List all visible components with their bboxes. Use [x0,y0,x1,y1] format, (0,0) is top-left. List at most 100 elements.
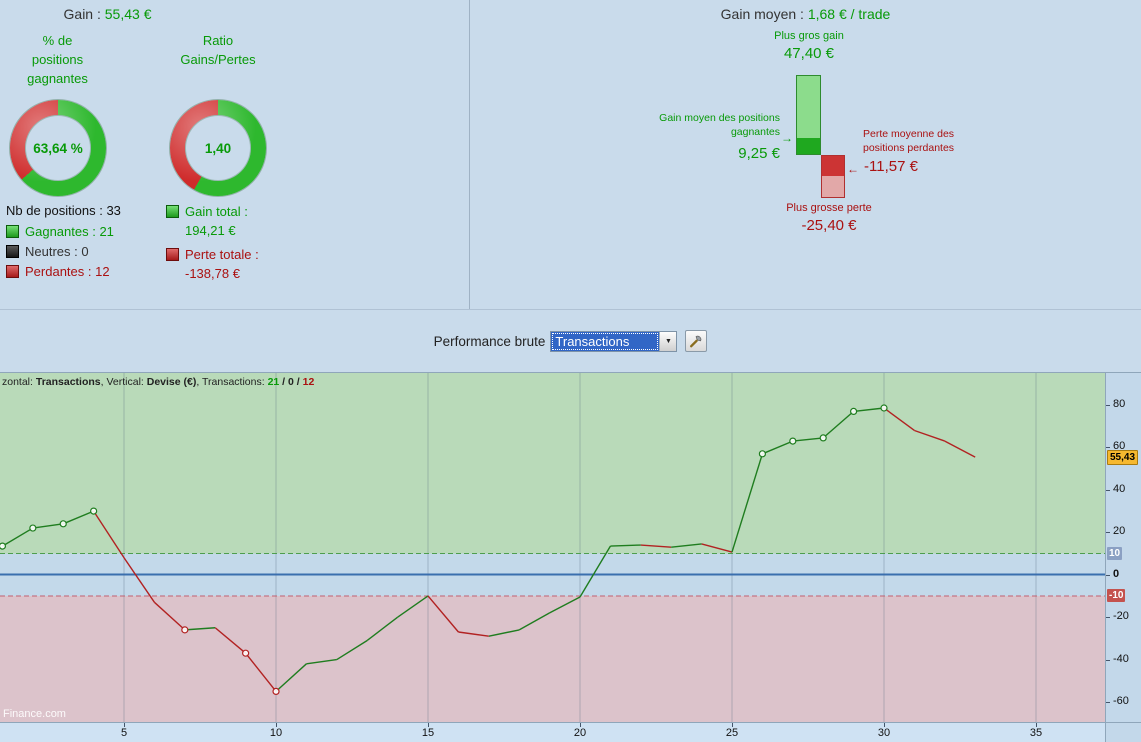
performance-chart-plot[interactable]: zontal: Transactions, Vertical: Devise (… [0,373,1105,722]
y-axis-label: -40 [1113,652,1129,665]
loss-color-swatch-icon [6,264,19,278]
equity-curve-segment [153,601,186,631]
ratio-donut-caption: Ratio Gains/Pertes [180,33,256,67]
legend-item-label: Neutres : 0 [25,243,89,259]
win-color-swatch-icon [6,224,19,238]
losses-count: 12 [302,376,315,388]
neutral-color-swatch-icon [6,244,19,258]
upper-threshold-badge: 10 [1107,546,1123,560]
legend-item-wins: Gagnantes : 21 [6,221,121,241]
arrow-right-icon: → [781,131,793,145]
axis-info-text: , Transactions: [196,376,268,388]
average-gain-section: Gain moyen : 1,68 € / trade Plus gros ga… [470,0,1141,309]
wins-count: 21 [267,376,280,388]
equity-curve-segment [914,429,946,442]
y-axis-tick [1106,405,1110,407]
equity-curve-segment [123,557,156,603]
positions-legend: Nb de positions : 33 Gagnantes : 21 Neut… [6,201,121,281]
positions-count: Nb de positions : 33 [6,203,121,218]
x-axis-label: 10 [269,727,283,739]
equity-curve-segment [610,544,641,547]
y-axis-tick [1106,532,1110,534]
x-axis-label: 25 [725,727,739,739]
watermark: Finance.com [3,708,66,720]
y-axis-tick [1106,659,1110,661]
trade-marker [29,524,37,532]
average-gain-header: Gain moyen : 1,68 € / trade [470,6,1141,22]
statistics-panel: Gain : 55,43 € % de positions gagnantes … [0,0,1141,310]
loss-total-label: Perte totale : [185,247,259,262]
equity-curve-segment [214,627,247,654]
x-axis-tick [732,723,733,727]
equity-curve-segment [184,627,216,631]
left-stats-section: Gain : 55,43 € % de positions gagnantes … [0,0,470,309]
trade-marker [181,626,189,634]
equity-curve-segment [822,410,855,439]
avg-gain-label: Gain moyen : [720,6,804,22]
gain-bar [796,75,821,156]
avg-win-gain-value: 9,25 € [738,145,780,162]
y-axis-tick [1106,617,1110,619]
equity-curve-segment [458,631,489,637]
max-loss-value: -25,40 € [801,217,857,234]
winrate-donut-value: 63,64 % [25,115,91,181]
y-axis-label: 20 [1113,525,1126,538]
legend-item-neutral: Neutres : 0 [6,241,121,261]
loss-total-row: Perte totale : [166,245,259,264]
x-axis-label: 30 [877,727,891,739]
chart-area: zontal: Transactions, Vertical: Devise (… [0,372,1141,722]
ratio-donut-value: 1,40 [185,115,251,181]
trade-marker [880,404,888,412]
y-axis-label: -20 [1113,610,1129,623]
x-axis-tick [580,723,581,727]
loss-zone [0,595,1105,722]
avg-loss-label: Perte moyenne des positions perdantes [863,128,955,154]
y-axis-label: -60 [1113,695,1129,707]
equity-curve-segment [944,440,976,458]
ratio-donut-chart: 1,40 [170,100,266,196]
equity-curve-segment [32,523,64,529]
x-axis-tick [1035,723,1037,727]
x-axis: 5 10 15 20 25 30 35 [0,722,1105,742]
x-axis-type-select[interactable]: Transactions ▼ [550,330,678,352]
y-axis-tick [1106,574,1110,576]
neutral-count: 0 [288,376,294,388]
equity-curve-segment [853,407,885,413]
avg-gain-value: 1,68 € / trade [807,6,891,22]
chevron-down-icon[interactable]: ▼ [659,331,677,351]
performance-label: Performance brute [433,333,546,349]
max-loss-label: Plus grosse perte [786,202,872,214]
equity-curve-segment [245,652,277,692]
axis-info-sep: / [293,376,303,388]
loss-total-value: -138,78 € [185,266,240,281]
equity-curve-segment [518,612,550,631]
avg-loss-bar-segment [822,156,844,176]
arrow-left-icon: ← [847,162,859,176]
equity-curve-segment [275,663,307,692]
trade-marker [59,520,67,528]
x-axis-tick [276,723,278,727]
chart-settings-button[interactable] [685,330,708,352]
equity-curve-segment [62,510,94,525]
equity-curve-segment [93,510,125,559]
y-axis: 80 60 40 20 0 -20 -40 -60 55,43 10 -10 [1105,373,1141,722]
trade-marker [819,434,827,442]
y-axis-tick [1106,702,1110,703]
y-axis-label: 80 [1113,398,1126,411]
equity-curve-segment [336,639,368,661]
select-selected-value[interactable]: Transactions [551,331,660,351]
wrench-icon [689,334,703,348]
legend-item-losses: Perdantes : 12 [6,261,121,281]
equity-curve-chart [0,373,1105,722]
loss-bar [821,155,845,199]
axis-info-sep: / [279,376,289,388]
avg-loss-value: -11,57 € [864,158,918,175]
x-axis-label: 15 [421,727,435,739]
lower-threshold-badge: -10 [1107,588,1126,602]
trade-marker [850,407,858,415]
equity-curve-segment [883,407,915,432]
trade-marker [0,542,7,550]
x-axis-label: 20 [573,727,587,739]
x-axis-label: 5 [120,727,128,739]
equity-curve-segment [366,616,399,642]
